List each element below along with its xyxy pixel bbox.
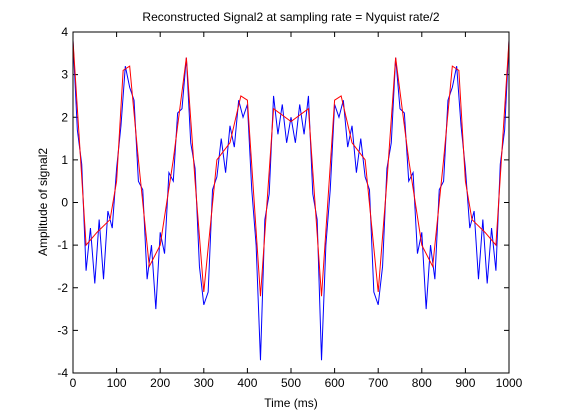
- y-tick-label: -2: [57, 281, 68, 295]
- x-tick-label: 800: [412, 376, 432, 390]
- x-tick-label: 100: [107, 376, 127, 390]
- x-tick-label: 200: [150, 376, 170, 390]
- signal-line: [72, 40, 510, 361]
- x-tick-label: 0: [70, 376, 77, 390]
- y-axis-label: Amplitude of signal2: [36, 148, 50, 256]
- x-tick-label: 400: [237, 376, 257, 390]
- y-tick-label: 4: [61, 25, 68, 39]
- y-tick-label: 1: [61, 153, 68, 167]
- x-tick-label: 600: [325, 376, 345, 390]
- y-tick-label: 0: [61, 196, 68, 210]
- x-tick-label: 500: [281, 376, 301, 390]
- x-axis-label: Time (ms): [264, 396, 318, 410]
- y-tick-label: 2: [61, 110, 68, 124]
- y-tick-label: 3: [61, 68, 68, 82]
- y-tick-label: -1: [57, 238, 68, 252]
- y-tick-label: -4: [57, 366, 68, 380]
- x-tick-label: 1000: [496, 376, 523, 390]
- signal-line: [72, 40, 510, 297]
- plot-frame: [72, 31, 510, 374]
- x-tick-label: 700: [368, 376, 388, 390]
- chart-title: Reconstructed Signal2 at sampling rate =…: [142, 10, 439, 24]
- y-tick-label: -3: [57, 323, 68, 337]
- x-tick-label: 300: [194, 376, 214, 390]
- x-tick-label: 900: [455, 376, 475, 390]
